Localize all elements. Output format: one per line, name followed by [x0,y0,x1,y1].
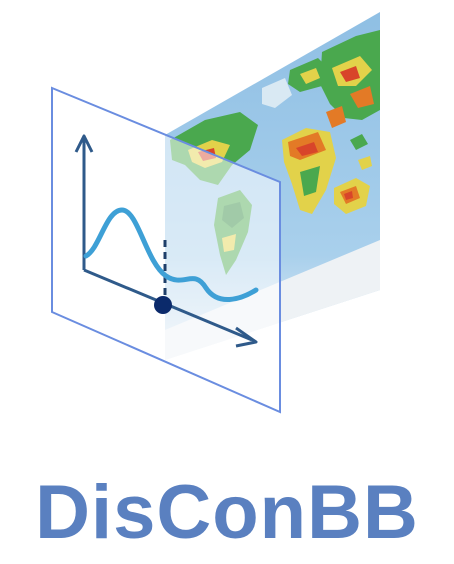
emblem-graphic [51,12,380,414]
translucent-plane-icon [51,86,281,414]
function-plot-icon [74,134,259,348]
wordmark-text: DisConBB [35,470,419,555]
